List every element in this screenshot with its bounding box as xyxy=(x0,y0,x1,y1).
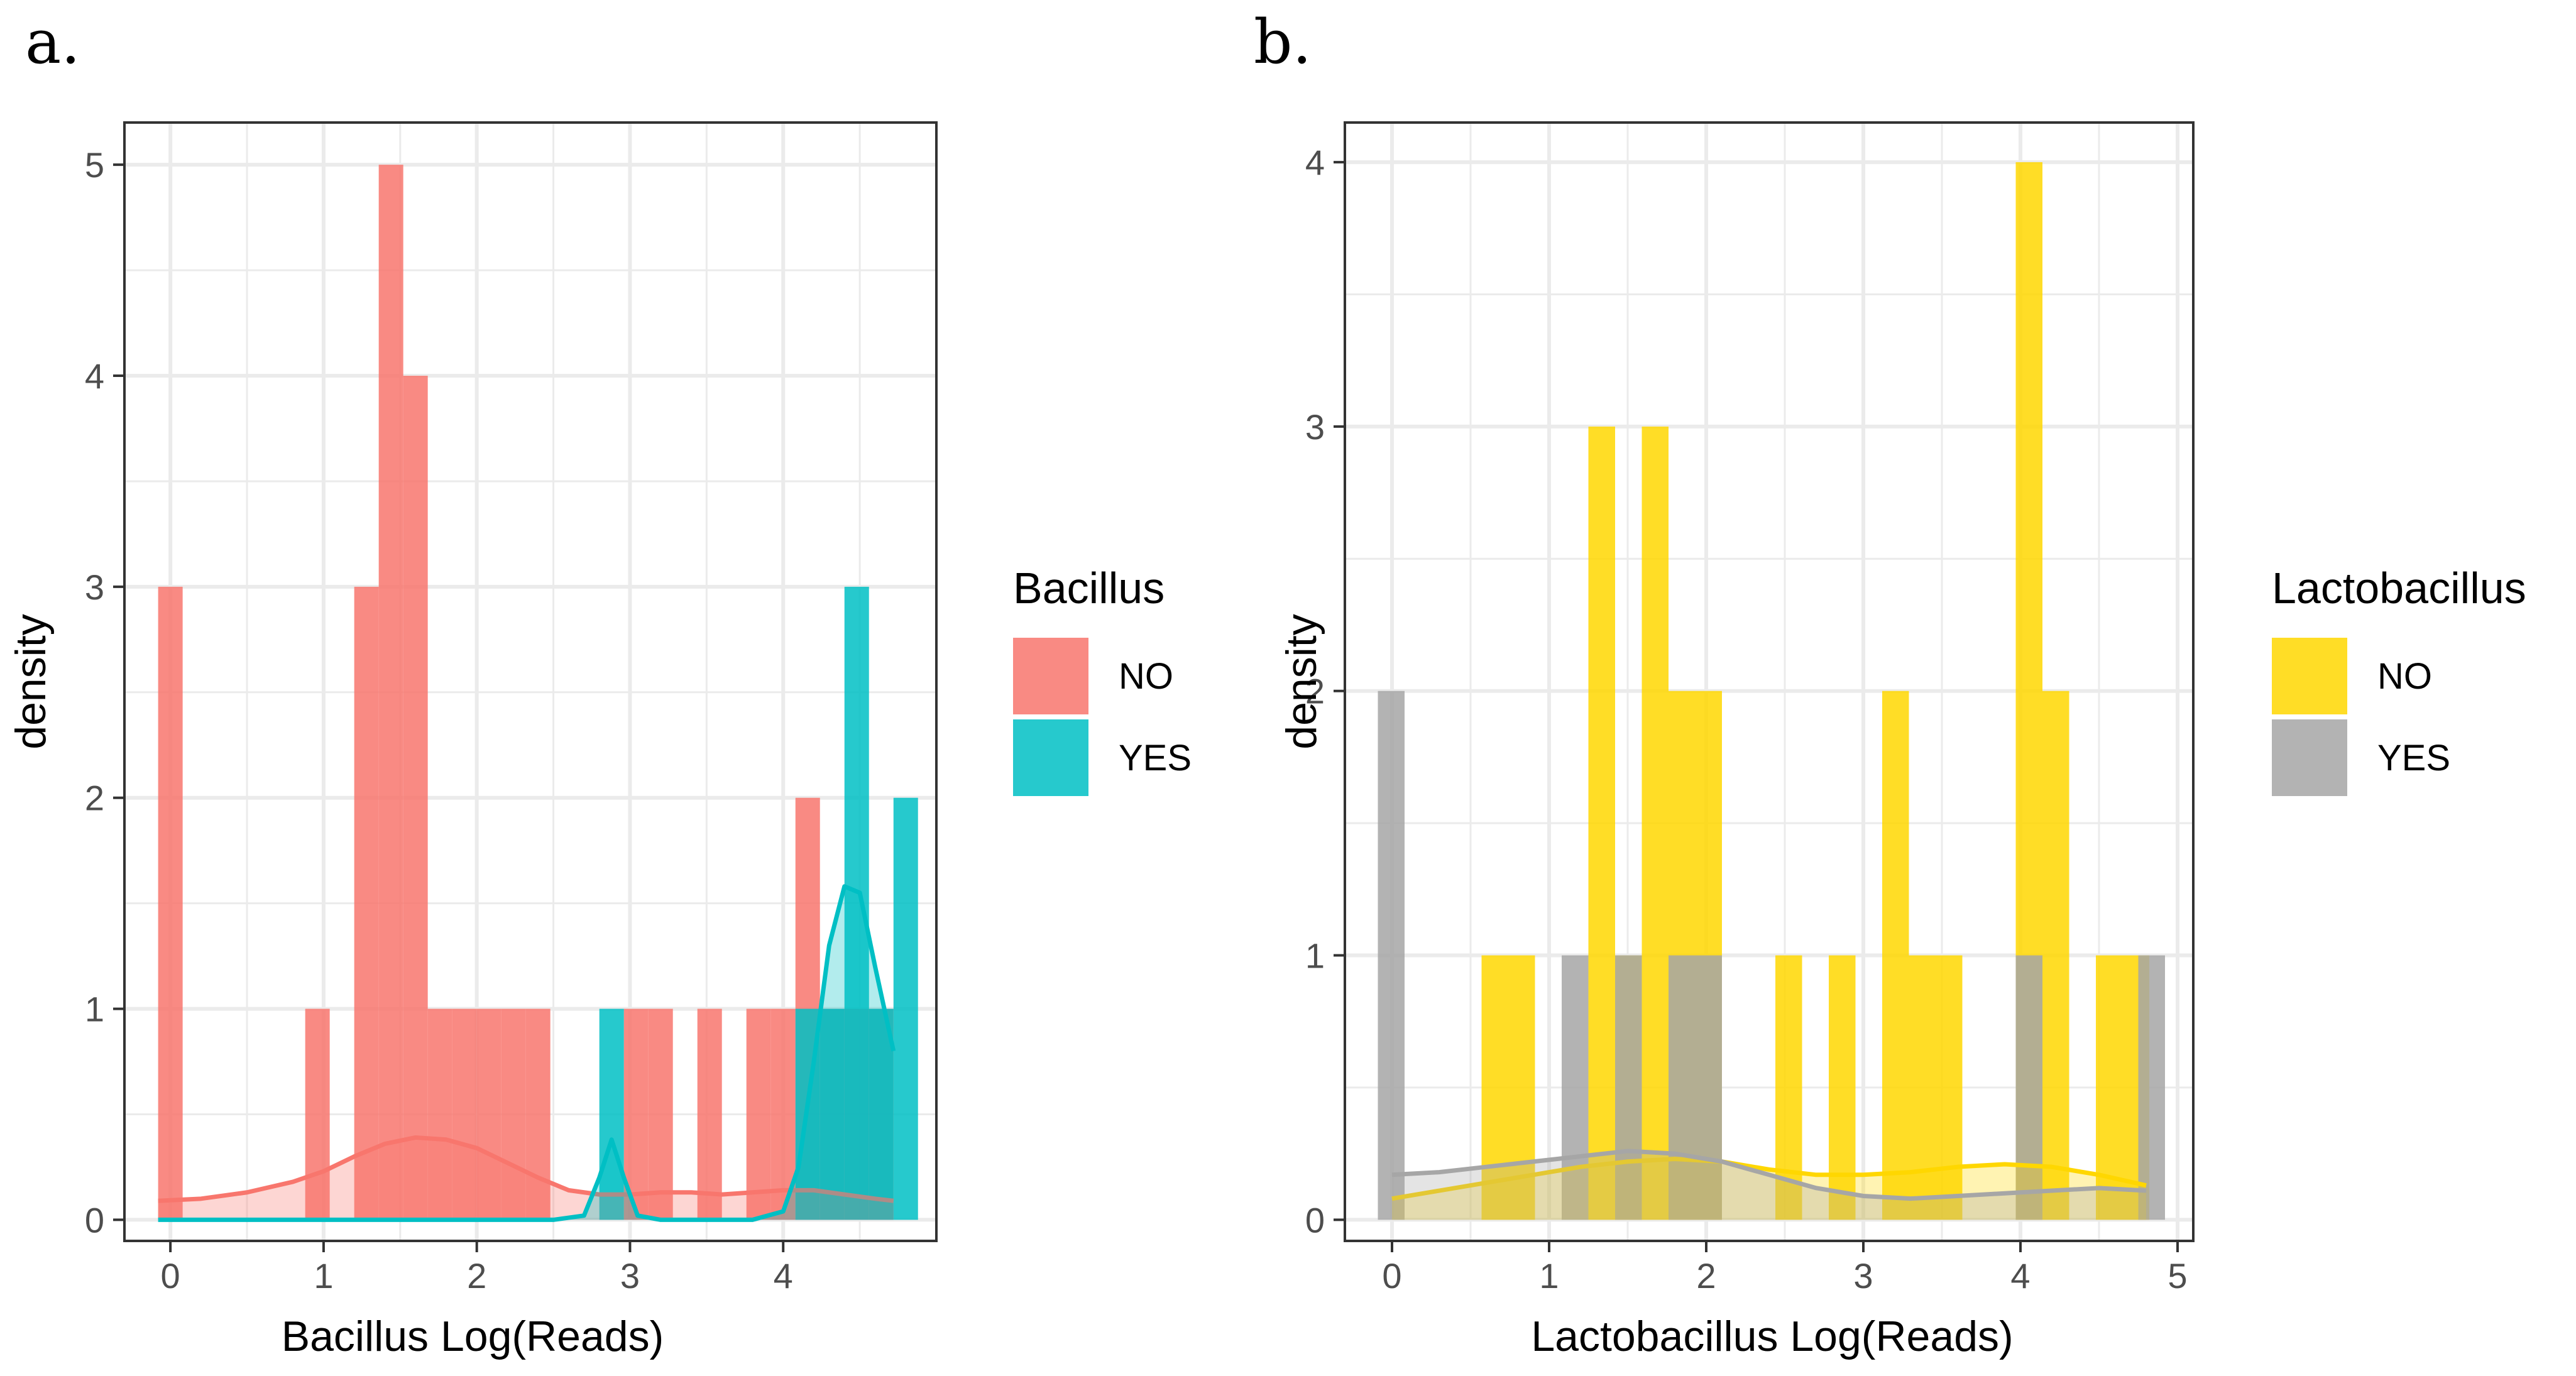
panel-label: b. xyxy=(1254,7,1312,77)
y-tick-label: 0 xyxy=(1305,1200,1325,1240)
x-tick-label: 3 xyxy=(620,1256,640,1296)
histogram-bar-yes xyxy=(2015,955,2042,1220)
histogram-bar-yes xyxy=(1669,955,1696,1220)
x-axis-title: Lactobacillus Log(Reads) xyxy=(1531,1313,2013,1360)
legend: Lactobacillus NO YES xyxy=(2272,564,2526,796)
y-tick-label: 5 xyxy=(85,145,104,185)
y-axis-title: density xyxy=(1278,614,1325,749)
plot-content xyxy=(158,165,918,1222)
chart-panel-a: a. 0 1 2 3 4 0 1 2 3 4 5 Bacillus Log(Reads) density B… xyxy=(7,7,1192,1360)
chart-panel-b: b. 0 1 2 3 4 5 0 1 2 3 4 Lactobacillus Log(Reads) den… xyxy=(1254,7,2526,1360)
legend-label-yes: YES xyxy=(2377,738,2450,778)
legend-title: Bacillus xyxy=(1013,564,1165,613)
x-tick-label: 0 xyxy=(161,1256,180,1296)
y-axis-title: density xyxy=(7,614,55,749)
y-tick-label: 0 xyxy=(85,1200,104,1240)
legend-key-yes xyxy=(1013,719,1088,796)
histogram-bar-no xyxy=(1882,691,1909,1220)
histogram-bar-no xyxy=(1481,955,1508,1220)
histogram-bar-no xyxy=(403,376,428,1220)
x-tick-label: 1 xyxy=(1539,1256,1559,1296)
x-tick-label: 3 xyxy=(1853,1256,1873,1296)
x-tick-label: 2 xyxy=(1696,1256,1716,1296)
histogram-bar-yes xyxy=(1615,955,1642,1220)
histogram-bar-yes xyxy=(1378,691,1405,1220)
histogram-bar-no xyxy=(648,1008,673,1220)
histogram-bar-yes xyxy=(599,1008,624,1220)
histogram-bar-no xyxy=(158,586,183,1220)
x-tick-label: 0 xyxy=(1382,1256,1401,1296)
histogram-bar-no xyxy=(354,586,379,1220)
legend-label-no: NO xyxy=(2377,656,2432,697)
density-line-yes xyxy=(1391,1149,2147,1201)
histogram-bar-no xyxy=(2042,691,2069,1220)
legend-key-no xyxy=(1013,638,1088,714)
histogram-bar-yes xyxy=(1695,955,1722,1220)
histogram-bar-no xyxy=(427,1008,452,1220)
density-line-no xyxy=(1391,1157,2147,1201)
density-area-no xyxy=(158,1137,894,1220)
histogram-bar-no xyxy=(378,165,403,1220)
histogram-bar-no xyxy=(501,1008,526,1220)
plot-content xyxy=(1378,162,2165,1220)
histogram-bar-yes xyxy=(1562,955,1589,1220)
histogram-bar-no xyxy=(1642,426,1669,1220)
legend-key-yes xyxy=(2272,719,2347,796)
histogram-bar-yes xyxy=(869,1008,894,1220)
legend-title: Lactobacillus xyxy=(2272,564,2526,613)
plot-border xyxy=(1344,121,2195,1242)
legend-label-no: NO xyxy=(1119,656,1173,697)
y-tick-label: 1 xyxy=(85,990,104,1029)
y-tick-label: 3 xyxy=(1305,407,1325,447)
histogram-bar-no xyxy=(1936,955,1963,1220)
histogram-bar-no xyxy=(1909,955,1936,1220)
x-tick-label: 5 xyxy=(2168,1256,2187,1296)
panel-label: a. xyxy=(25,7,80,77)
y-tick-label: 3 xyxy=(85,567,104,607)
y-tick-label: 4 xyxy=(85,356,104,396)
x-axis-title: Bacillus Log(Reads) xyxy=(282,1313,664,1360)
x-tick-label: 2 xyxy=(467,1256,486,1296)
histogram-bar-no xyxy=(1588,426,1615,1220)
y-tick-label: 4 xyxy=(1305,143,1325,182)
x-tick-label: 1 xyxy=(314,1256,333,1296)
density-line-yes xyxy=(158,884,896,1222)
histogram-bar-no xyxy=(452,1008,477,1220)
histogram-bar-no xyxy=(746,1008,771,1220)
legend-label-yes: YES xyxy=(1119,738,1192,778)
histogram-bar-yes xyxy=(819,1008,845,1220)
density-area-yes xyxy=(158,886,894,1220)
histogram-bar-yes xyxy=(844,586,869,1220)
x-tick-label: 4 xyxy=(774,1256,793,1296)
legend-key-no xyxy=(2272,638,2347,714)
histogram-bar-yes xyxy=(893,797,918,1220)
plot-border xyxy=(123,121,938,1242)
density-area-yes xyxy=(1392,1150,2146,1220)
density-area-no xyxy=(1392,1159,2146,1220)
y-tick-label: 2 xyxy=(1305,672,1325,711)
legend: Bacillus NO YES xyxy=(1013,564,1192,796)
x-tick-label: 4 xyxy=(2010,1256,2030,1296)
histogram-bar-no xyxy=(697,1008,722,1220)
y-tick-label: 1 xyxy=(1305,936,1325,976)
histogram-bar-no xyxy=(476,1008,501,1220)
histogram-bar-yes xyxy=(2138,955,2165,1220)
histogram-bar-no xyxy=(305,1008,330,1220)
histogram-bar-no xyxy=(525,1008,551,1220)
y-tick-label: 2 xyxy=(85,778,104,818)
